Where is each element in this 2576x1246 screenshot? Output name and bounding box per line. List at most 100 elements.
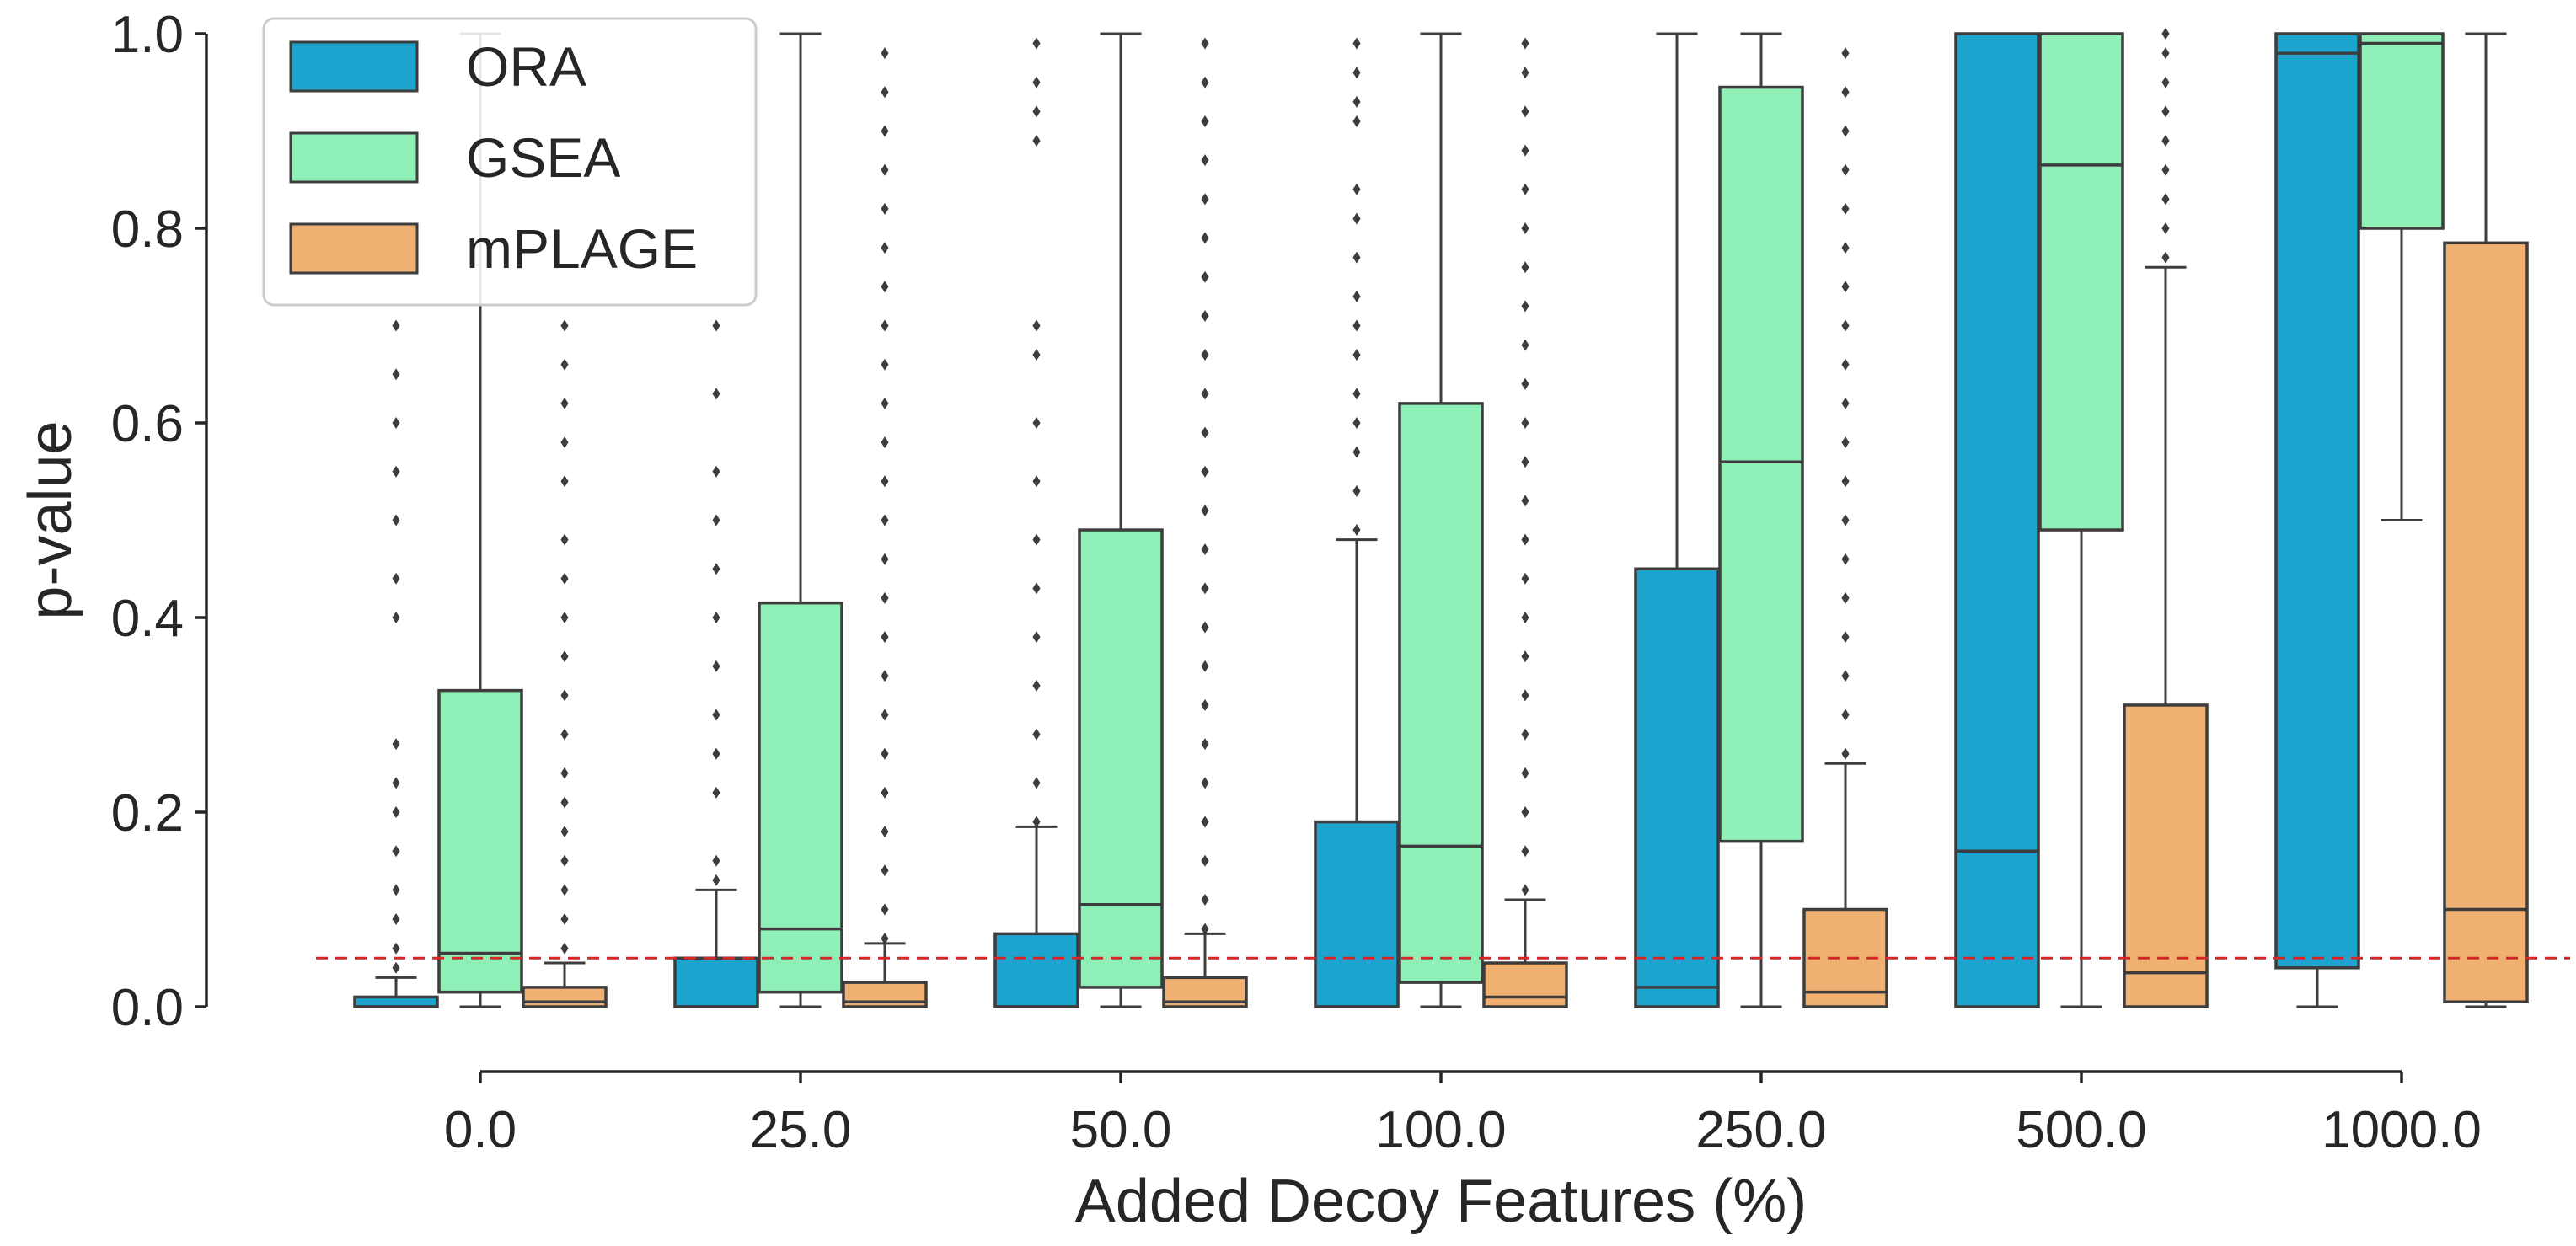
outlier-point <box>560 319 569 332</box>
outlier-point <box>1352 319 1361 332</box>
box-iqr <box>437 688 523 994</box>
box-iqr <box>1634 567 1720 1008</box>
box-ora-100.0 <box>1314 37 1400 1008</box>
outlier-point <box>1201 543 1209 556</box>
outlier-point <box>1841 747 1850 760</box>
outlier-point <box>392 845 400 858</box>
outlier-point <box>392 514 400 527</box>
y-tick-label: 0.6 <box>111 395 184 453</box>
outlier-point <box>1201 76 1209 88</box>
outlier-point <box>1201 388 1209 400</box>
outlier-point <box>881 553 889 565</box>
box-gsea-0.0 <box>437 32 523 1008</box>
outlier-point <box>1032 728 1041 741</box>
outlier-point <box>1032 816 1041 828</box>
box-iqr <box>2359 32 2445 230</box>
outlier-point <box>392 612 400 623</box>
outlier-point <box>881 281 889 293</box>
outlier-point <box>1201 349 1209 361</box>
outlier-point <box>392 806 400 818</box>
outlier-point <box>1032 679 1041 692</box>
outlier-point <box>712 874 720 886</box>
outlier-point <box>2161 105 2170 118</box>
outlier-point <box>712 854 720 867</box>
outlier-point <box>2161 251 2170 264</box>
outlier-point <box>1521 417 1529 429</box>
outlier-point <box>1201 154 1209 167</box>
outlier-point <box>1521 456 1529 468</box>
outlier-point <box>560 854 569 867</box>
box-mplage-25.0 <box>842 47 928 1008</box>
outlier-point <box>1352 183 1361 195</box>
outlier-point <box>1521 845 1529 858</box>
outlier-point <box>881 358 889 371</box>
outlier-point <box>1521 183 1529 195</box>
outlier-point <box>1032 417 1041 429</box>
outlier-point <box>1201 37 1209 50</box>
outlier-point <box>881 709 889 721</box>
legend-label-ora: ORA <box>466 35 586 98</box>
outlier-point <box>712 786 720 799</box>
legend-swatch-gsea <box>289 131 419 184</box>
box-iqr <box>993 932 1079 1008</box>
outlier-point <box>881 514 889 527</box>
outlier-point <box>560 826 569 838</box>
outlier-point <box>1201 816 1209 828</box>
outlier-point <box>881 475 889 488</box>
box-iqr <box>758 601 843 994</box>
outlier-point <box>1841 591 1850 604</box>
outlier-point <box>881 202 889 215</box>
outlier-point <box>1521 495 1529 507</box>
box-ora-0.0 <box>353 319 439 1008</box>
outlier-point <box>560 612 569 623</box>
outlier-point <box>1841 709 1850 721</box>
outlier-point <box>1841 397 1850 409</box>
outlier-point <box>881 826 889 838</box>
outlier-point <box>1032 319 1041 332</box>
outlier-point <box>1201 193 1209 206</box>
outlier-point <box>1841 281 1850 293</box>
outlier-point <box>1352 67 1361 79</box>
outlier-point <box>2161 76 2170 88</box>
box-iqr <box>2038 32 2124 532</box>
outlier-point <box>560 572 569 585</box>
outlier-point <box>1352 251 1361 264</box>
outlier-point <box>1201 893 1209 906</box>
outlier-point <box>1032 105 1041 118</box>
outlier-point <box>1521 689 1529 702</box>
outlier-point <box>392 417 400 429</box>
box-mplage-0.0 <box>522 319 608 1008</box>
x-tick-label: 50.0 <box>1070 1101 1172 1159</box>
outlier-point <box>392 738 400 751</box>
outlier-point <box>560 913 569 926</box>
box-gsea-100.0 <box>1398 32 1484 1008</box>
outlier-point <box>712 465 720 478</box>
y-tick-label: 0.4 <box>111 590 184 648</box>
outlier-point <box>881 631 889 644</box>
outlier-point <box>712 709 720 721</box>
box-ora-50.0 <box>993 37 1079 1008</box>
outlier-point <box>1352 349 1361 361</box>
outlier-point <box>1521 884 1529 896</box>
outlier-point <box>1521 572 1529 585</box>
box-gsea-1000.0 <box>2359 32 2445 521</box>
outlier-point <box>1201 115 1209 127</box>
legend-label-gsea: GSEA <box>466 126 620 189</box>
box-iqr <box>2123 703 2209 1008</box>
x-tick-label: 0.0 <box>444 1101 517 1159</box>
box-iqr <box>2443 241 2529 1003</box>
box-iqr <box>1078 528 1164 989</box>
outlier-point <box>712 747 720 760</box>
box-iqr <box>1482 961 1568 1008</box>
outlier-point <box>1841 475 1850 488</box>
legend-swatch-ora <box>289 40 419 93</box>
outlier-point <box>1841 631 1850 644</box>
box-ora-250.0 <box>1634 32 1720 1008</box>
box-gsea-250.0 <box>1718 32 1804 1008</box>
y-tick-label: 0.0 <box>111 979 184 1037</box>
box-gsea-25.0 <box>758 32 843 1008</box>
outlier-point <box>881 163 889 176</box>
outlier-point <box>1352 115 1361 127</box>
outlier-point <box>1521 144 1529 157</box>
outlier-point <box>1521 767 1529 779</box>
